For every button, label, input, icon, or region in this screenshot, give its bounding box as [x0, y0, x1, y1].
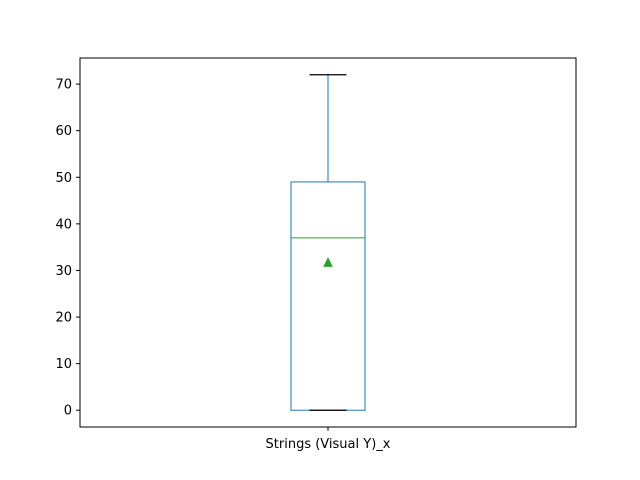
y-tick-label: 0 [64, 404, 72, 419]
y-tick-label: 60 [55, 124, 72, 139]
y-tick-label: 40 [55, 217, 72, 232]
axes: Strings (Visual Y)_x 0 10 20 30 40 50 60 70 [55, 78, 390, 452]
y-tick-label: 70 [55, 78, 72, 93]
chart-marks [290, 74, 366, 411]
y-tick-label: 20 [55, 311, 72, 326]
y-tick-label: 10 [55, 357, 72, 372]
y-tick-label: 30 [55, 264, 72, 279]
plot-frame [79, 57, 577, 428]
x-tick-label: Strings (Visual Y)_x [266, 437, 391, 452]
y-tick-label: 50 [55, 171, 72, 186]
mean-marker [323, 257, 333, 267]
